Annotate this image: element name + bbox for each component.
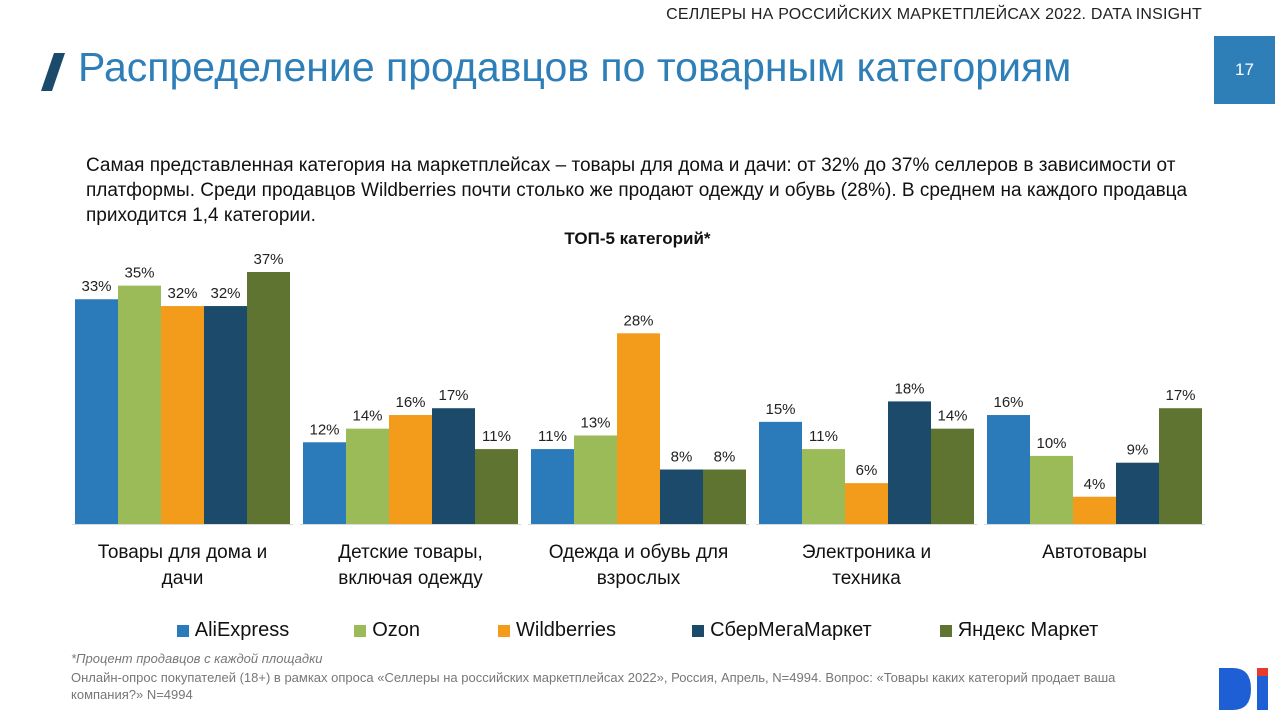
data-label-2-4: 8% [714, 449, 736, 466]
data-label-2-3: 8% [671, 449, 693, 466]
bar-4-3 [1116, 462, 1159, 524]
bar-chart: 33% 35% 32% 32% 37% Товары для дома и дачи 12% 1… [72, 251, 1205, 589]
data-label-3-2: 6% [856, 462, 878, 479]
category-label: Одежда и обувь для [549, 542, 729, 563]
data-label-0-1: 35% [124, 265, 154, 282]
bar-3-2 [845, 483, 888, 524]
legend-swatch [692, 624, 705, 637]
chart-title: ТОП-5 категорий* [564, 229, 711, 248]
bar-2-2 [617, 333, 660, 524]
legend-item: Wildberries [498, 619, 616, 642]
bar-2-1 [574, 435, 617, 524]
bar-1-2 [389, 415, 432, 524]
data-label-1-1: 14% [352, 408, 382, 425]
data-label-0-4: 37% [253, 251, 283, 268]
bar-0-1 [118, 285, 161, 524]
bar-4-2 [1073, 496, 1116, 524]
data-label-4-0: 16% [993, 394, 1023, 411]
category-label: Автотовары [1042, 542, 1147, 563]
footnote: *Процент продавцов с каждой площадки [71, 651, 323, 666]
data-label-4-1: 10% [1036, 435, 1066, 452]
data-label-0-3: 32% [210, 285, 240, 302]
bar-3-1 [802, 449, 845, 524]
category-label: Детские товары, [338, 542, 483, 563]
report-header: СЕЛЛЕРЫ НА РОССИЙСКИХ МАРКЕТПЛЕЙСАХ 2022… [666, 6, 1202, 23]
page-title: Распределение продавцов по товарным кате… [78, 44, 1072, 90]
data-label-1-0: 12% [309, 421, 339, 438]
bar-2-4 [703, 469, 746, 524]
data-label-4-4: 17% [1165, 387, 1195, 404]
category-label: взрослых [597, 568, 681, 589]
category-label: включая одежду [338, 568, 483, 589]
legend-item: СберМегаМаркет [692, 619, 872, 642]
bar-0-4 [247, 272, 290, 524]
bar-4-4 [1159, 408, 1202, 524]
legend-label: Ozon [372, 619, 421, 641]
bar-0-3 [204, 306, 247, 524]
legend-swatch [354, 624, 367, 637]
bar-3-3 [888, 401, 931, 524]
data-label-3-4: 14% [937, 408, 967, 425]
data-label-3-0: 15% [765, 401, 795, 418]
data-label-1-3: 17% [438, 387, 468, 404]
legend-label: Wildberries [516, 619, 617, 641]
bar-1-1 [346, 428, 389, 524]
legend-item: Яндекс Маркет [939, 619, 1099, 642]
bar-1-3 [432, 408, 475, 524]
bar-1-4 [475, 449, 518, 524]
category-label: Электроника и [802, 542, 931, 563]
data-label-3-3: 18% [894, 380, 924, 397]
page-number: 17 [1214, 36, 1275, 104]
legend-swatch [939, 624, 952, 637]
data-label-1-4: 11% [482, 428, 511, 445]
data-label-0-2: 32% [167, 285, 197, 302]
legend-label: СберМегаМаркет [710, 619, 872, 641]
legend-label: AliExpress [194, 619, 290, 641]
legend-item: AliExpress [176, 619, 290, 642]
data-label-2-2: 28% [623, 312, 653, 329]
bar-4-0 [987, 415, 1030, 524]
legend-label: Яндекс Маркет [957, 619, 1099, 641]
bar-4-1 [1030, 455, 1073, 524]
data-insight-logo [1219, 668, 1268, 710]
source-note: Онлайн-опрос покупателей (18+) в рамках … [71, 670, 1116, 702]
category-label: Товары для дома и [98, 542, 268, 563]
category-label: техника [832, 568, 901, 589]
bar-1-0 [303, 442, 346, 524]
chart-legend: AliExpress Ozon Wildberries СберМегаМаркет Я… [0, 619, 1275, 642]
title-slash-icon [41, 53, 65, 91]
legend-swatch [498, 624, 511, 637]
data-label-3-1: 11% [809, 428, 838, 445]
legend-swatch [176, 624, 189, 637]
data-label-1-2: 16% [395, 394, 425, 411]
data-label-2-1: 13% [580, 414, 610, 431]
legend-item: Ozon [354, 619, 420, 642]
data-label-4-3: 9% [1127, 442, 1149, 459]
category-label: дачи [162, 568, 204, 589]
bar-3-0 [759, 421, 802, 524]
data-label-0-0: 33% [81, 278, 111, 295]
data-label-2-0: 11% [538, 428, 567, 445]
bar-2-3 [660, 469, 703, 524]
data-label-4-2: 4% [1084, 476, 1106, 493]
bar-3-4 [931, 428, 974, 524]
bar-2-0 [531, 449, 574, 524]
bar-0-0 [75, 299, 118, 524]
intro-text: Самая представленная категория на маркет… [86, 155, 1188, 226]
bar-0-2 [161, 306, 204, 524]
